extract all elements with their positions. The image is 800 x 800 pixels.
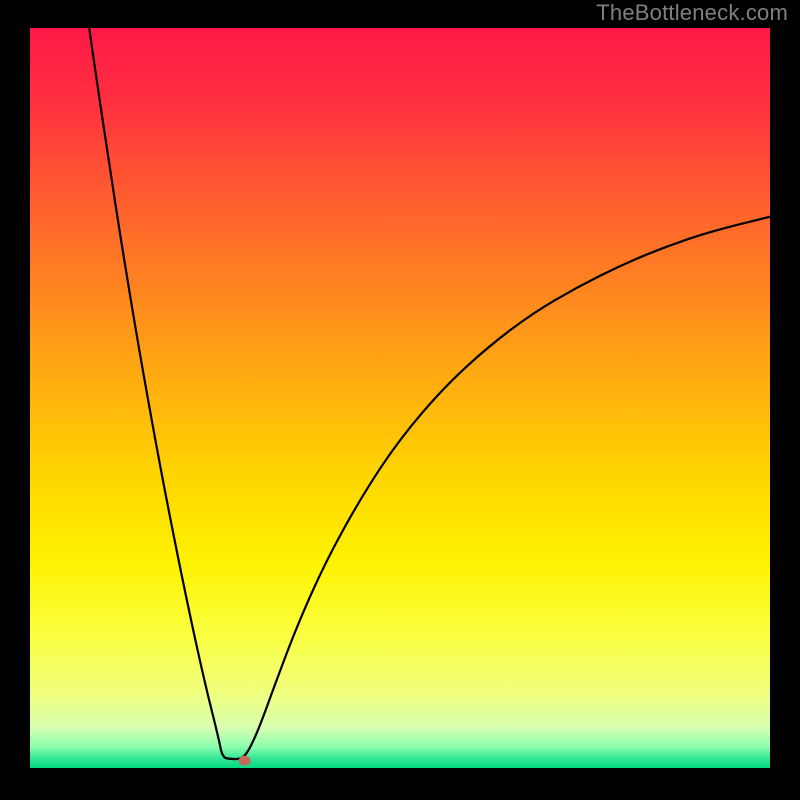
- gradient-plot-area: [30, 28, 770, 768]
- plot-svg: [30, 28, 770, 768]
- minimum-marker: [239, 756, 251, 766]
- gradient-background: [30, 28, 770, 768]
- watermark-text: TheBottleneck.com: [596, 0, 788, 26]
- chart-frame: TheBottleneck.com: [0, 0, 800, 800]
